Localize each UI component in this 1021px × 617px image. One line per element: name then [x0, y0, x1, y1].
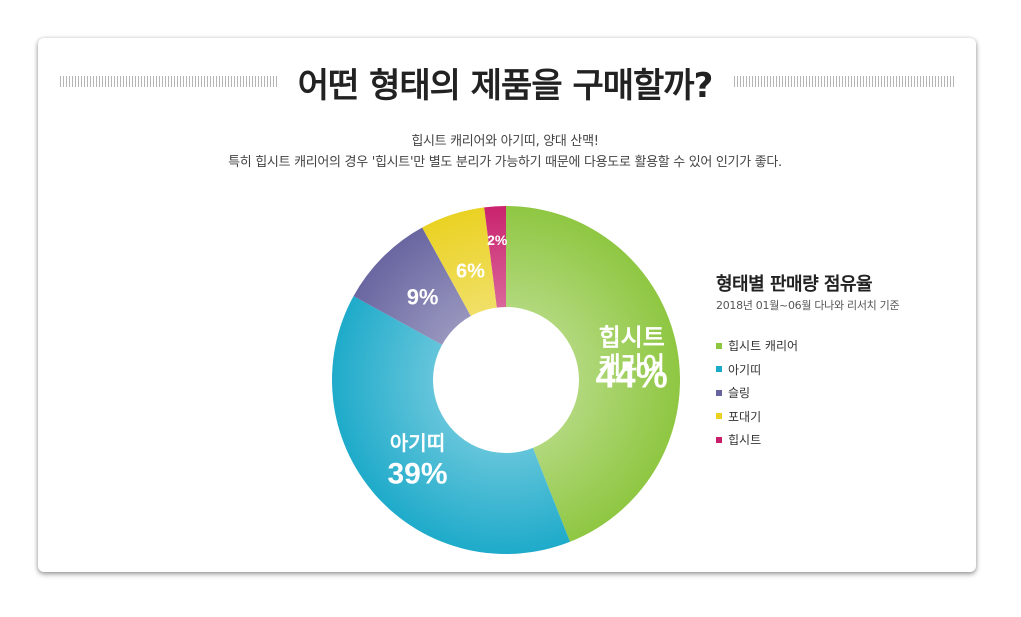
legend-item: 힙시트 캐리어: [716, 334, 798, 358]
title-decoration-left: [60, 76, 277, 87]
legend-swatch: [716, 389, 722, 396]
legend-swatch: [716, 436, 722, 443]
legend-item: 힙시트: [716, 428, 798, 452]
legend-swatch: [716, 342, 722, 349]
legend-swatch: [716, 413, 722, 420]
legend-label: 슬링: [728, 386, 751, 401]
legend-title: 형태별 판매량 점유율: [716, 274, 873, 295]
slice-label: 힙시트: [599, 324, 665, 351]
subtitle-line-2: 특히 힙시트 캐리어의 경우 '힙시트'만 별도 분리가 가능하기 때문에 다용…: [228, 155, 782, 170]
slice-label: 캐리어: [599, 352, 665, 379]
slice-label: 2%: [487, 232, 508, 248]
legend-label: 힙시트 캐리어: [728, 339, 799, 354]
subtitle-line-1: 힙시트 캐리어와 아기띠, 양대 산맥!: [411, 134, 599, 149]
legend-item: 포대기: [716, 405, 798, 429]
slice-label: 44%: [596, 355, 668, 396]
slice-label: 39%: [387, 458, 447, 491]
legend-note: 2018년 01월~06월 다나와 리서치 기준: [716, 299, 900, 312]
slice-label: 6%: [456, 261, 485, 283]
legend-item: 아기띠: [716, 358, 798, 382]
legend-label: 아기띠: [728, 362, 762, 377]
legend-swatch: [716, 366, 722, 373]
slice-label: 아기띠: [390, 432, 445, 455]
legend-label: 힙시트: [728, 433, 762, 448]
title-decoration-right: [734, 76, 955, 87]
page-title: 어떤 형태의 제품을 구매할까?: [297, 66, 714, 106]
slice-label: 9%: [407, 284, 439, 309]
legend-label: 포대기: [728, 409, 762, 424]
legend-item: 슬링: [716, 381, 798, 405]
donut-hole: [433, 307, 579, 453]
